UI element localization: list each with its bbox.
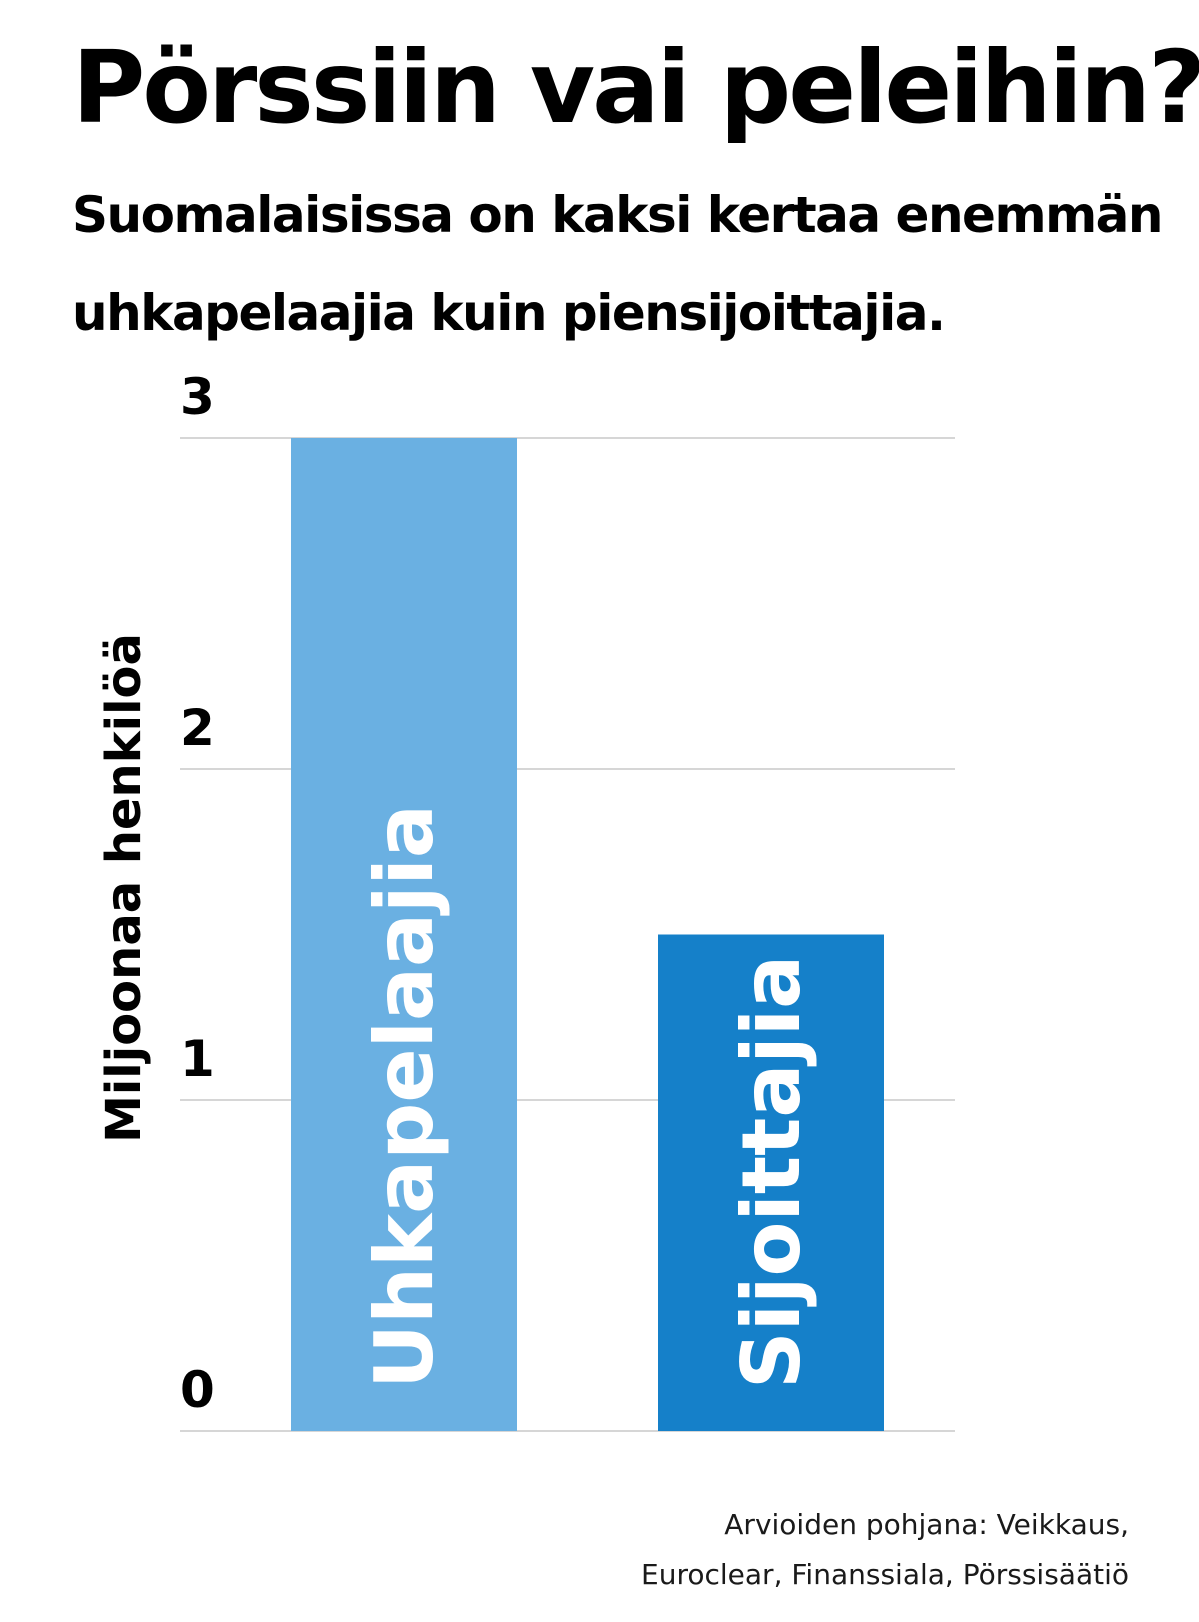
bar [291,438,517,1431]
y-axis-ticks: 0 1 2 3 [180,368,215,1419]
source-note: Arvioiden pohjana: Veikkaus, Euroclear, … [641,1500,1129,1600]
chart-subtitle: Suomalaisissa on kaksi kertaa enemmän uh… [72,166,1182,362]
source-line-2: Euroclear, Finanssiala, Pörssisäätiö [641,1558,1129,1591]
subtitle-line-2: uhkapelaajia kuin piensijoittajia. [72,284,946,342]
source-line-1: Arvioiden pohjana: Veikkaus, [724,1508,1129,1541]
y-axis-label: Miljoonaa henkilöä [96,633,152,1143]
bar [658,934,884,1431]
y-tick-label: 0 [180,1361,215,1419]
y-tick-label: 1 [180,1030,215,1088]
y-tick-label: 3 [180,368,215,426]
y-tick-label: 2 [180,699,215,757]
bars: Uhkapelaajia Sijoittajia [291,438,884,1431]
bar-category-label: Sijoittajia [725,955,818,1389]
subtitle-line-1: Suomalaisissa on kaksi kertaa enemmän [72,186,1164,244]
chart-title: Pörssiin vai peleihin? [72,29,1199,146]
bar-category-label: Uhkapelaajia [358,804,451,1389]
